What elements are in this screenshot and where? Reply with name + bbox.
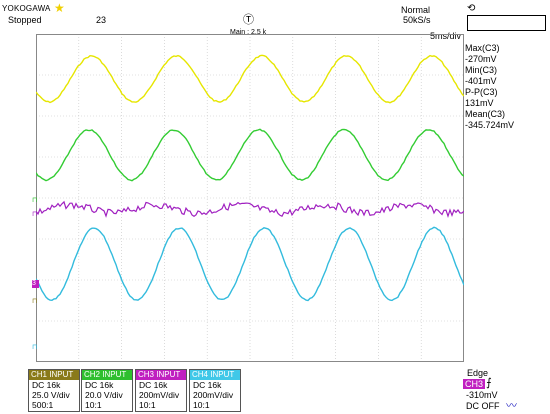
ch1-probe: 500:1 xyxy=(32,400,54,410)
ch4-scale: 200mV/div xyxy=(193,390,234,400)
trigger-edge-icon: ⨍ xyxy=(486,377,492,389)
ch3-scale: 200mV/div xyxy=(139,390,180,400)
max-value: -270mV xyxy=(465,54,497,64)
ch3-marker[interactable]: ⊓ xyxy=(32,211,38,218)
pp-value: 131mV xyxy=(465,98,494,108)
star-icon: ★ xyxy=(54,1,65,15)
trigger-position-icon: Ⓣ xyxy=(243,14,254,26)
mean-value: -345.724mV xyxy=(465,120,515,130)
ch1-header: CH1 INPUT xyxy=(29,370,79,380)
ch3-probe: 10:1 xyxy=(139,400,156,410)
measurement-panel: Max(C3) -270mV Min(C3) -401mV P-P(C3) 13… xyxy=(465,43,514,131)
ch2-header: CH2 INPUT xyxy=(82,370,132,380)
ch3-level-marker[interactable]: 3 xyxy=(32,280,39,288)
trigger-channel[interactable]: CH3 xyxy=(463,379,486,389)
ch4-coupling: DC 16k xyxy=(193,380,222,390)
main-record-length: Main : 2.5 k xyxy=(230,29,267,36)
ch2-probe: 10:1 xyxy=(85,400,102,410)
ch4-waveform xyxy=(36,226,464,302)
pp-label: P-P(C3) xyxy=(465,87,498,97)
acquisition-mode: Normal xyxy=(401,5,431,15)
sample-rate: 50kS/s xyxy=(403,15,431,25)
ch2-coupling: DC 16k xyxy=(85,380,114,390)
trigger-level: -310mV xyxy=(466,390,498,400)
ch4-info[interactable]: CH4 INPUT DC 16k 200mV/div 10:1 xyxy=(189,369,241,412)
max-label: Max(C3) xyxy=(465,43,500,53)
mean-label: Mean(C3) xyxy=(465,109,506,119)
ch1-waveform xyxy=(36,54,464,104)
run-status: Stopped xyxy=(8,15,42,25)
trigger-coupling: DC OFF xyxy=(466,401,500,411)
ch1-marker[interactable]: ⊓ xyxy=(32,298,38,305)
ch4-probe: 10:1 xyxy=(193,400,210,410)
ch3-header: CH3 INPUT xyxy=(136,370,186,380)
min-label: Min(C3) xyxy=(465,65,498,75)
trigger-type: Edge xyxy=(467,368,489,378)
ch1-coupling: DC 16k xyxy=(32,380,61,390)
graticule-border xyxy=(36,34,464,362)
ch1-info[interactable]: CH1 INPUT DC 16k 25.0 V/div 500:1 xyxy=(28,369,80,412)
ch3-info[interactable]: CH3 INPUT DC 16k 200mV/div 10:1 xyxy=(135,369,187,412)
ch2-info[interactable]: CH2 INPUT DC 16k 20.0 V/div 10:1 xyxy=(81,369,133,412)
ch2-scale: 20.0 V/div xyxy=(85,390,123,400)
ch1-scale: 25.0 V/div xyxy=(32,390,70,400)
min-value: -401mV xyxy=(465,76,497,86)
ch4-marker[interactable]: ⊓ xyxy=(32,344,38,351)
waveform-display[interactable] xyxy=(36,34,464,362)
ch4-header: CH4 INPUT xyxy=(190,370,240,380)
ch2-waveform xyxy=(36,128,464,182)
zoom-icon[interactable]: ⟲ xyxy=(467,3,476,14)
brand-logo: YOKOGAWA xyxy=(2,4,51,13)
ch2-marker[interactable]: ⊓ xyxy=(32,197,38,204)
ch3-waveform xyxy=(36,200,464,219)
input-box[interactable] xyxy=(467,15,546,31)
timebase: 5ms/div xyxy=(430,31,462,41)
acquisition-count: 23 xyxy=(96,15,107,25)
signal-icon: 〰 xyxy=(506,400,517,412)
ch3-coupling: DC 16k xyxy=(139,380,168,390)
graticule xyxy=(36,34,464,362)
